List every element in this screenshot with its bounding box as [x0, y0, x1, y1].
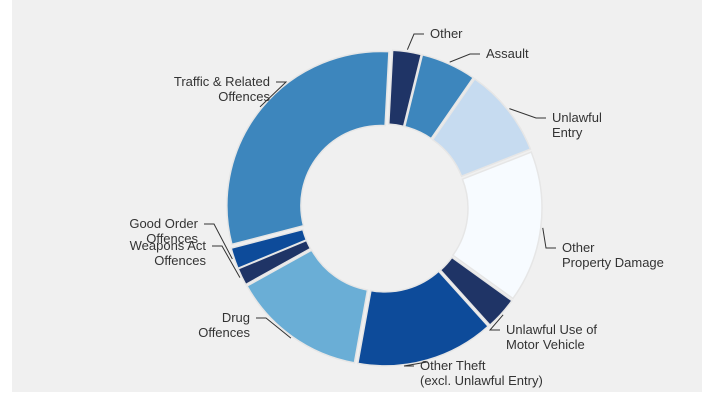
- donut-chart: Other Assault Unlawful Entry Other Property D…: [129, 26, 664, 388]
- leader-line: [212, 245, 241, 278]
- slice-label: Traffic & Related Offences: [174, 74, 271, 104]
- slice-label: Good Order Offences: [129, 216, 198, 246]
- slice-good-order-offences[interactable]: [230, 228, 308, 270]
- slice-label: Drug Offences: [198, 310, 250, 340]
- slice-label: Other: [430, 26, 463, 41]
- slice-label: Unlawful Use of Motor Vehicle: [506, 322, 597, 352]
- slice-traffic-related-offences[interactable]: [226, 50, 390, 246]
- slice-label: Unlawful Entry: [552, 110, 602, 140]
- slice-assault[interactable]: [403, 53, 475, 140]
- leader-line: [488, 314, 504, 331]
- leader-line: [403, 361, 428, 367]
- slice-other[interactable]: [387, 49, 423, 128]
- slice-unlawful-entry[interactable]: [431, 77, 532, 178]
- slice-label: Other Property Damage: [562, 240, 664, 270]
- slice-other-theft-excl-unlawful-entry[interactable]: [356, 270, 490, 367]
- slice-drug-offences[interactable]: [246, 249, 369, 364]
- leader-line: [509, 108, 546, 119]
- slice-other-property-damage[interactable]: [451, 151, 543, 300]
- leader-line: [204, 223, 233, 260]
- slice-label: Weapons Act Offences: [130, 238, 207, 268]
- leader-line: [449, 53, 480, 63]
- leader-line: [256, 317, 292, 339]
- slice-label: Other Theft (excl. Unlawful Entry): [420, 358, 543, 388]
- leader-line: [259, 81, 288, 108]
- slice-label: Assault: [486, 46, 529, 61]
- leader-line: [542, 227, 556, 249]
- chart-panel: Other Assault Unlawful Entry Other Property D…: [12, 0, 702, 392]
- slice-unlawful-use-of-motor-vehicle[interactable]: [439, 256, 513, 327]
- leader-line: [406, 33, 424, 50]
